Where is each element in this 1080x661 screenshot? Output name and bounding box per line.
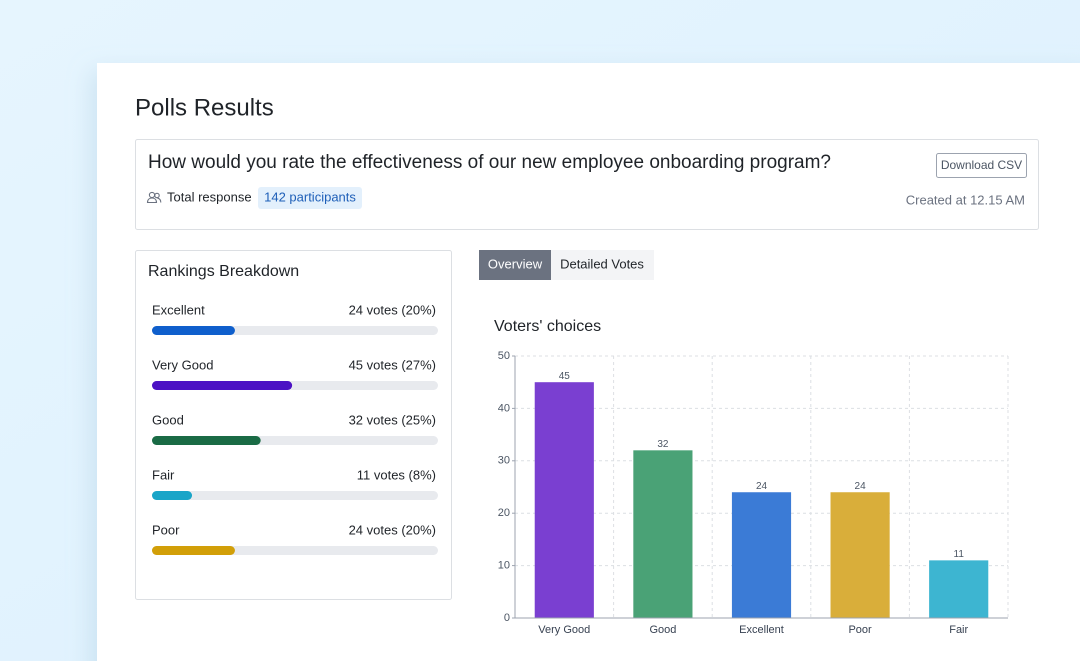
bar: [633, 450, 693, 618]
x-tick-label: Excellent: [739, 624, 784, 636]
download-button[interactable]: [936, 153, 1027, 178]
question: How would you rate the effectiveness of …: [148, 152, 831, 173]
ranking-votes: 11 votes (8%): [357, 467, 436, 482]
progress-bar: [152, 326, 235, 335]
y-tick-label: 40: [498, 402, 510, 414]
people-icon: [146, 191, 162, 204]
page-title: Polls Results: [135, 94, 274, 121]
ranking-label: Very Good: [152, 357, 213, 372]
progress-bar: [152, 491, 193, 500]
progress-bar: [152, 381, 293, 390]
x-tick-label: Very Good: [538, 624, 590, 636]
data-label: 11: [954, 549, 965, 560]
ranking-label: Fair: [152, 467, 175, 482]
y-tick-label: 10: [498, 560, 510, 572]
ranking-label: Excellent: [152, 302, 205, 317]
ranking-label: Good: [152, 412, 184, 427]
progress-bar: [152, 436, 261, 445]
tab-label[interactable]: Overview: [488, 256, 543, 271]
created-at: Created at 12.15 AM: [906, 192, 1025, 207]
chart: 0 10 20 30 40 50 45 Very Good 32 Good 24 Excellent 2…: [498, 350, 1009, 636]
ranking-votes: 24 votes (20%): [349, 522, 436, 537]
rankings-list: Excellent 24 votes (20%) Very Good 45 votes…: [152, 302, 438, 555]
y-tick-label: 20: [498, 507, 510, 519]
data-label: 32: [657, 439, 669, 450]
bar: [929, 560, 989, 618]
ranking-votes: 32 votes (25%): [349, 412, 436, 427]
bar: [731, 492, 792, 618]
rankings-box: [135, 250, 452, 600]
participants: 142 participants: [264, 189, 356, 204]
y-tick-label: 50: [498, 350, 510, 362]
x-tick-label: Poor: [848, 624, 872, 636]
total-response-label: Total response: [167, 189, 252, 204]
tab[interactable]: [551, 250, 654, 280]
bar: [534, 382, 594, 618]
progress-track: [152, 491, 438, 500]
download-label[interactable]: Download CSV: [941, 158, 1022, 172]
x-tick-label: Good: [649, 624, 676, 636]
bar: [830, 492, 890, 618]
chart-title: Voters' choices: [494, 318, 601, 335]
x-tick-label: Fair: [949, 624, 968, 636]
ranking-votes: 24 votes (20%): [349, 302, 436, 317]
y-tick-label: 30: [498, 455, 510, 467]
rankings-title: Rankings Breakdown: [148, 263, 299, 280]
participants-badge: [258, 187, 362, 209]
ranking-label: Poor: [152, 522, 180, 537]
data-label: 24: [756, 481, 768, 492]
progress-bar: [152, 546, 235, 555]
ranking-votes: 45 votes (27%): [349, 357, 436, 372]
tab-label[interactable]: Detailed Votes: [560, 256, 644, 271]
tab-active[interactable]: [479, 250, 551, 280]
y-tick-label: 0: [504, 612, 510, 624]
data-label: 45: [559, 371, 571, 382]
data-label: 24: [855, 481, 867, 492]
